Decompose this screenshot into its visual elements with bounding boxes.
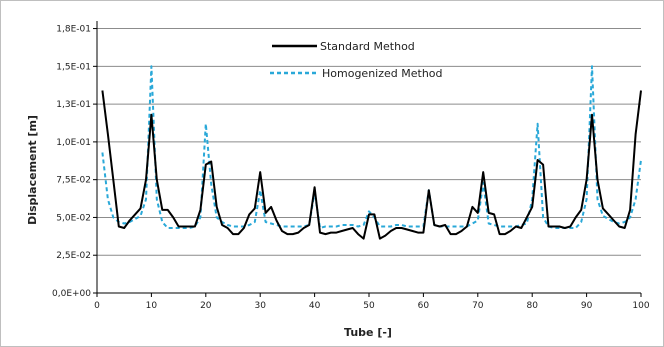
y-tick-label: 1,8E-01 xyxy=(56,25,91,35)
y-tick-label: 7,5E-02 xyxy=(56,176,91,186)
x-tick-label: 70 xyxy=(472,301,484,311)
x-tick-label: 90 xyxy=(581,301,593,311)
y-tick-label: 0,0E+00 xyxy=(52,289,91,299)
y-tick-label: 5,0E-02 xyxy=(56,213,91,223)
legend-label-homogenized: Homogenized Method xyxy=(322,67,443,80)
legend-label-standard: Standard Method xyxy=(320,40,415,53)
x-tick-label: 100 xyxy=(632,301,649,311)
x-tick-label: 80 xyxy=(526,301,538,311)
y-axis-title: Displacement [m] xyxy=(26,115,39,225)
x-tick-label: 30 xyxy=(254,301,266,311)
y-tick-label: 1,3E-01 xyxy=(56,100,91,110)
tick-labels: 0,0E+00 2,5E-02 5,0E-02 7,5E-02 1,0E-01 1,3E-… xyxy=(52,25,650,311)
x-tick-label: 40 xyxy=(309,301,321,311)
x-tick-label: 60 xyxy=(418,301,430,311)
x-tick-label: 10 xyxy=(146,301,158,311)
axes xyxy=(93,21,642,297)
x-tick-label: 50 xyxy=(363,301,375,311)
y-tick-label: 1,5E-01 xyxy=(56,62,91,72)
series-layer xyxy=(101,65,642,240)
x-tick-label: 20 xyxy=(200,301,212,311)
y-tick-label: 1,0E-01 xyxy=(56,138,91,148)
legend: Standard Method Homogenized Method xyxy=(270,40,443,80)
x-tick-label: 0 xyxy=(94,301,100,311)
gridlines xyxy=(97,28,641,256)
y-tick-label: 2,5E-02 xyxy=(56,251,91,261)
series-standard-method-line xyxy=(101,90,642,240)
x-axis-title: Tube [-] xyxy=(344,326,392,339)
